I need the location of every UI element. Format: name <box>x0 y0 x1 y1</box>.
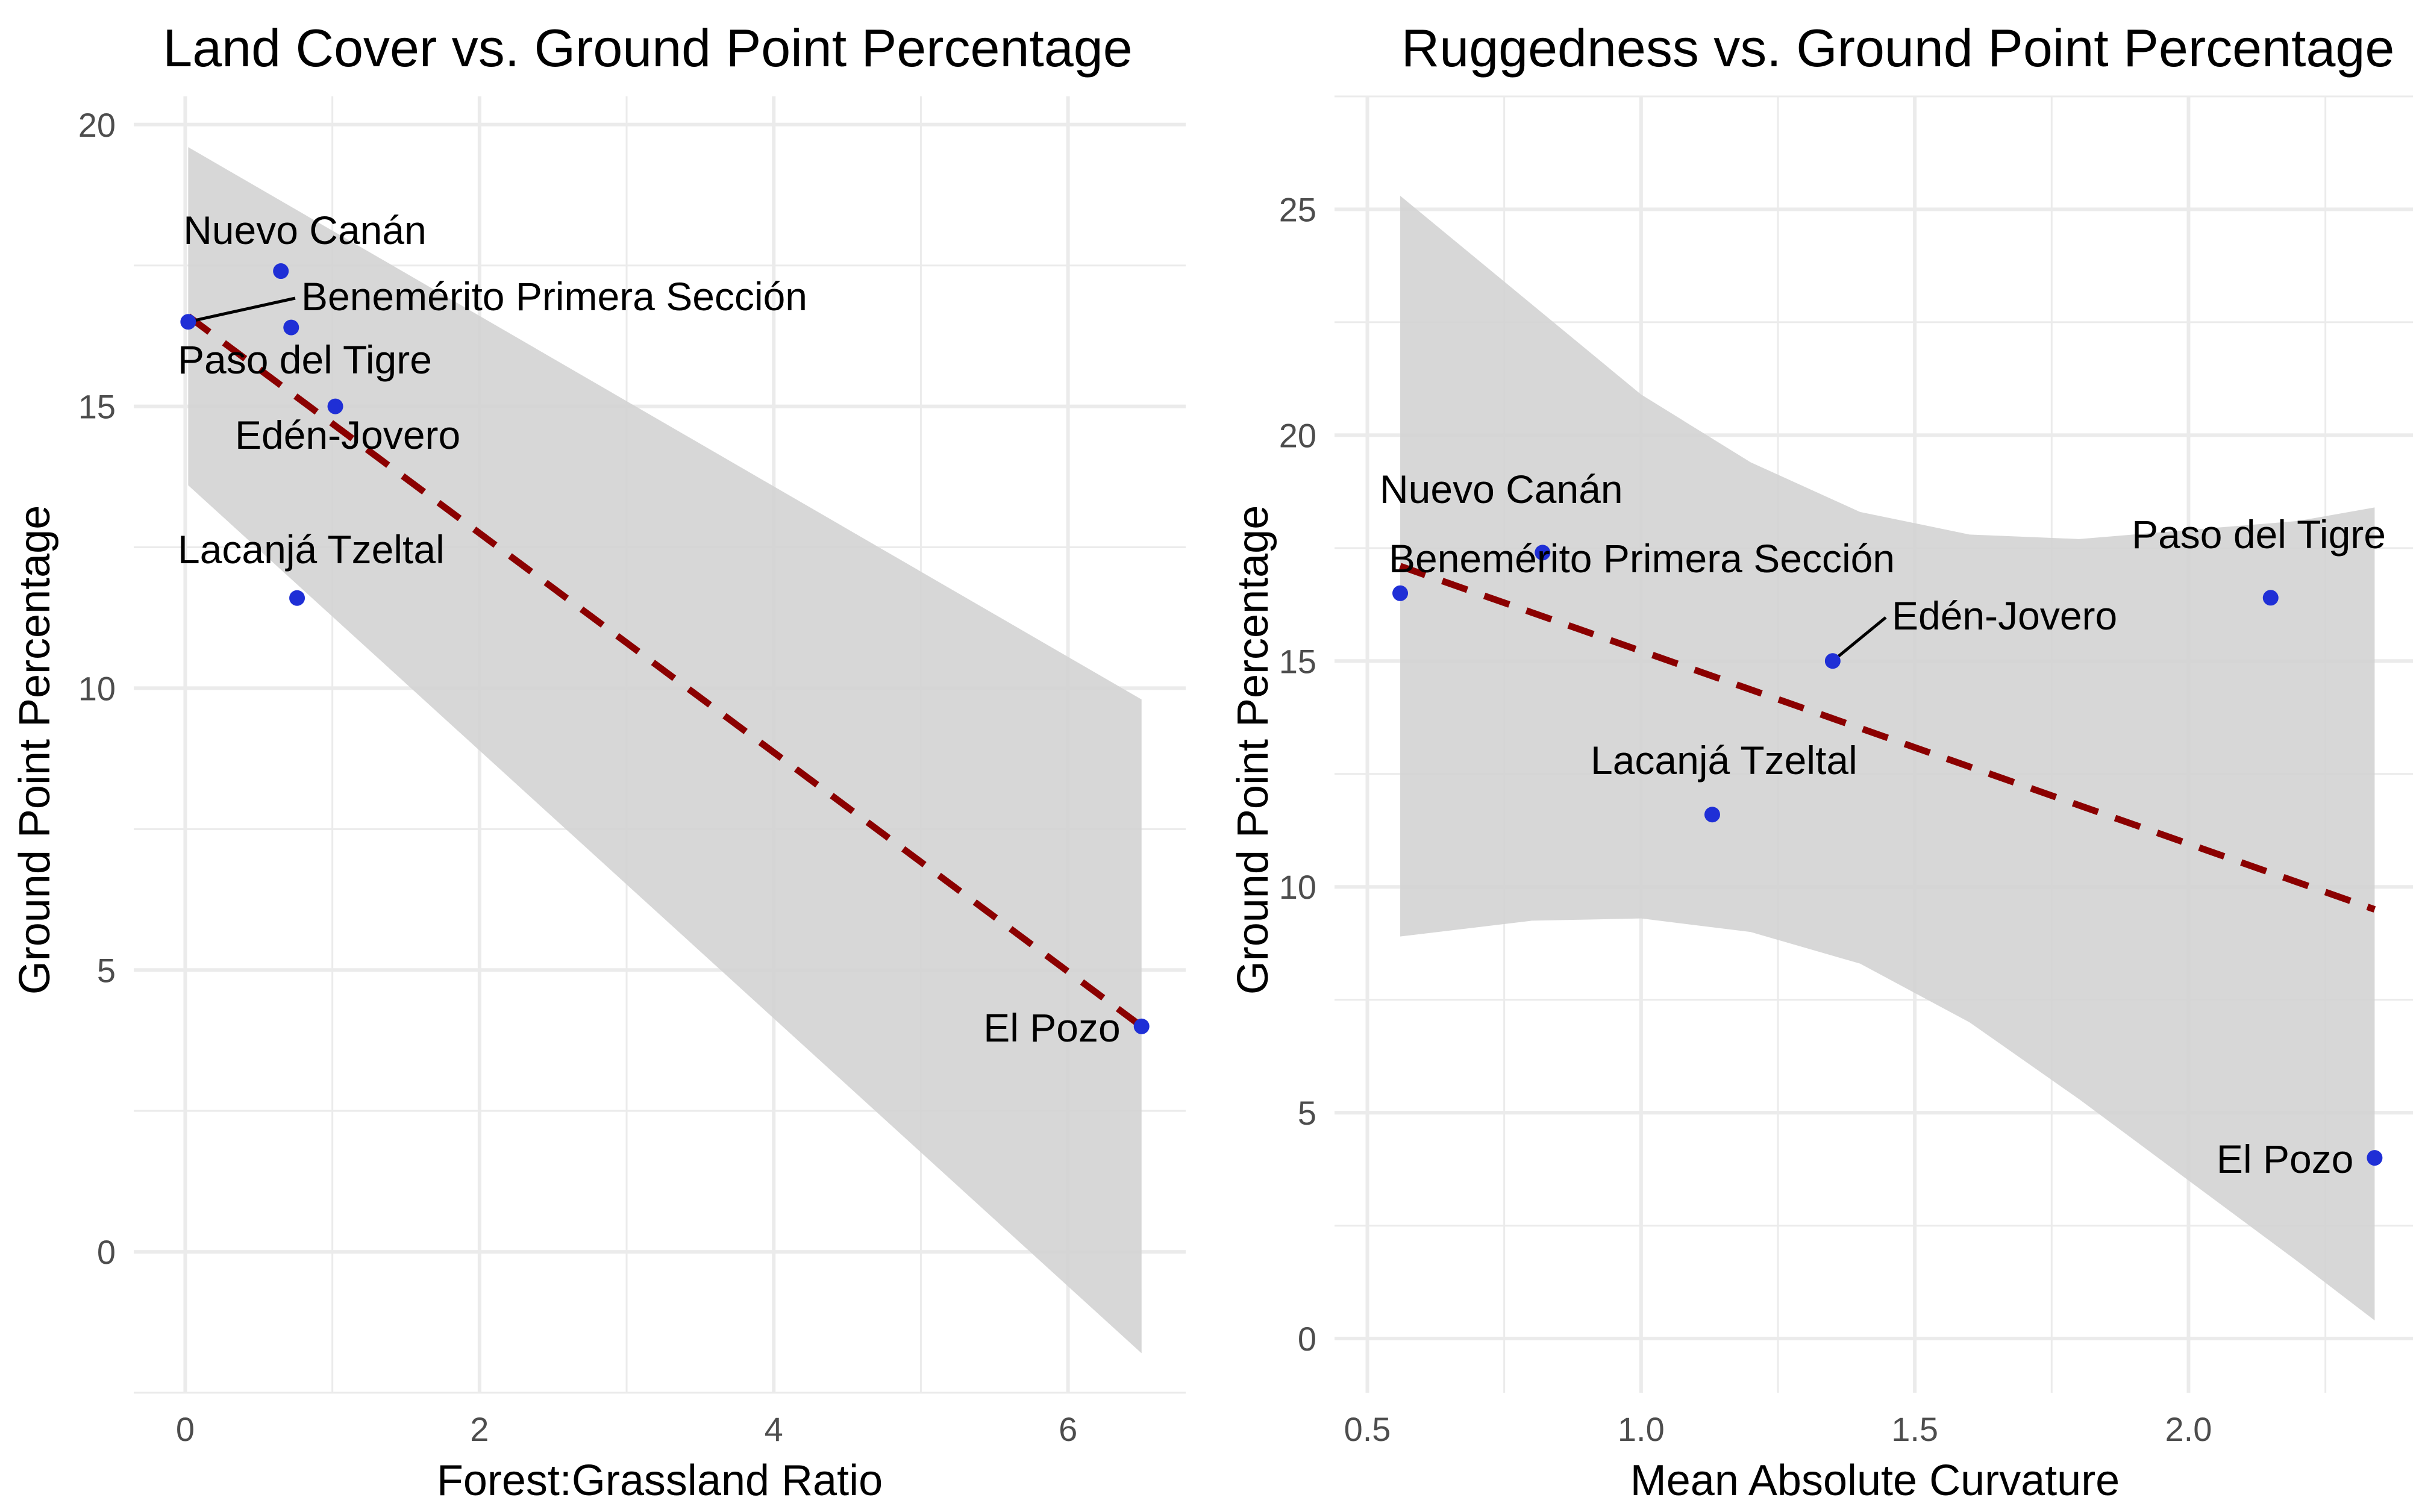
plot-area: 0.5 1.0 1.5 2.0 0 5 10 15 20 25 Nuevo Canán Benemér… <box>1279 95 2413 1448</box>
point-label: Paso del Tigre <box>178 337 432 382</box>
x-tick-label: 4 <box>765 1410 783 1448</box>
data-point <box>1824 653 1841 669</box>
data-point <box>2367 1150 2383 1166</box>
label-leader-line <box>1832 616 1887 663</box>
point-label: Nuevo Canán <box>183 208 427 252</box>
y-tick-label: 25 <box>1279 190 1316 228</box>
point-label: Lacanjá Tzeltal <box>178 527 445 572</box>
point-label: Edén-Jovero <box>235 413 460 457</box>
y-axis-label: Ground Point Percentage <box>11 505 59 995</box>
x-tick-label: 1.0 <box>1618 1410 1665 1448</box>
y-tick-label: 15 <box>1279 642 1316 680</box>
x-axis-label: Mean Absolute Curvature <box>1630 1457 2120 1505</box>
x-tick-label: 2 <box>470 1410 489 1448</box>
y-tick-label: 5 <box>97 951 116 989</box>
x-tick-label: 0.5 <box>1344 1410 1391 1448</box>
data-point <box>2262 590 2279 606</box>
x-tick-label: 6 <box>1059 1410 1077 1448</box>
data-point <box>180 314 196 330</box>
point-label: Lacanjá Tzeltal <box>1591 738 1857 783</box>
point-label: El Pozo <box>2217 1137 2353 1181</box>
label-leader-line <box>187 296 296 323</box>
y-tick-label: 20 <box>1279 416 1316 454</box>
y-tick-label: 0 <box>1298 1320 1316 1358</box>
land-cover-panel: 0 2 4 6 0 5 10 15 20 Nuevo Canán Benemérito Primer… <box>11 18 1186 1505</box>
y-tick-label: 10 <box>1279 868 1316 906</box>
data-point <box>273 263 289 280</box>
chart-title: Ruggedness vs. Ground Point Percentage <box>1401 18 2395 78</box>
data-point <box>283 319 299 336</box>
x-tick-label: 0 <box>176 1410 195 1448</box>
y-tick-label: 15 <box>78 388 116 426</box>
data-point <box>1704 807 1720 823</box>
trend-line <box>1399 563 2376 913</box>
point-label: Nuevo Canán <box>1380 467 1623 511</box>
confidence-band <box>188 147 1142 1354</box>
x-tick-label: 2.0 <box>2165 1410 2212 1448</box>
point-label: Benemérito Primera Sección <box>1389 536 1895 581</box>
y-tick-label: 5 <box>1298 1094 1316 1132</box>
chart-title: Land Cover vs. Ground Point Percentage <box>163 18 1132 78</box>
x-axis-label: Forest:Grassland Ratio <box>437 1457 883 1505</box>
y-axis-label: Ground Point Percentage <box>1229 505 1277 995</box>
point-label: Benemérito Primera Sección <box>301 274 807 319</box>
y-tick-label: 20 <box>78 106 116 144</box>
point-label: Paso del Tigre <box>2132 512 2386 557</box>
x-tick-label: 1.5 <box>1891 1410 1938 1448</box>
point-label: El Pozo <box>983 1005 1120 1050</box>
confidence-band <box>1400 195 2375 1321</box>
data-point <box>1392 585 1409 601</box>
y-tick-label: 0 <box>97 1233 116 1271</box>
data-point <box>327 398 343 414</box>
point-label: Edén-Jovero <box>1892 593 2117 638</box>
ruggedness-panel: 0.5 1.0 1.5 2.0 0 5 10 15 20 25 Nuevo Canán Benemér… <box>1229 18 2413 1505</box>
y-tick-label: 10 <box>78 669 116 707</box>
data-point <box>1535 545 1551 561</box>
plot-area: 0 2 4 6 0 5 10 15 20 Nuevo Canán Benemérito Primer… <box>78 96 1186 1448</box>
data-point <box>289 590 305 606</box>
trend-line <box>186 313 1144 1029</box>
data-point <box>1133 1018 1150 1034</box>
